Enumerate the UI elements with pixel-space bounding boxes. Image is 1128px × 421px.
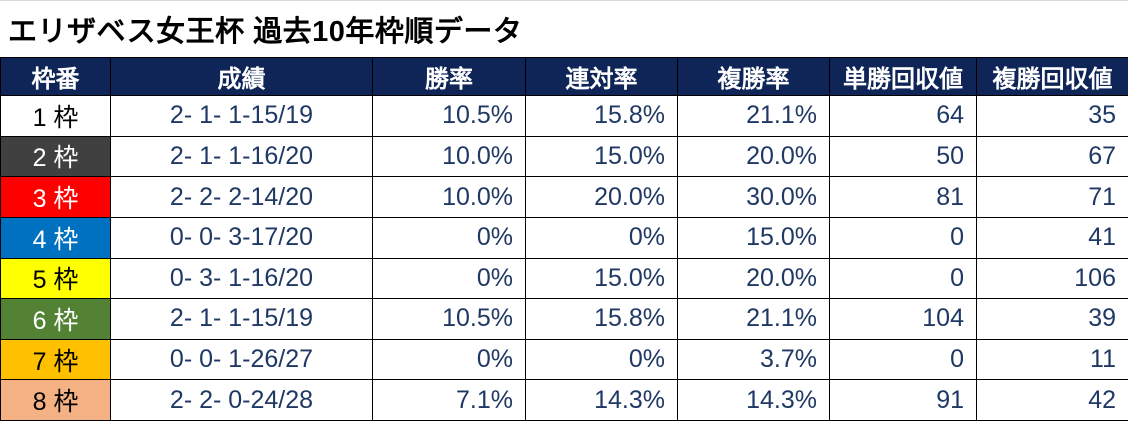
win-payout-cell: 0 (829, 338, 977, 381)
place3-rate-cell: 15.0% (677, 216, 830, 259)
record-cell: 2- 1- 1-16/20 (110, 135, 373, 178)
waku-cell: 8 枠 (0, 379, 111, 421)
win-rate-cell: 10.0% (372, 135, 526, 178)
waku-cell: 2 枠 (0, 135, 111, 178)
record-cell: 2- 1- 1-15/19 (110, 298, 373, 340)
record-cell: 2- 1- 1-15/19 (110, 95, 373, 137)
place-payout-cell: 35 (976, 95, 1128, 137)
record-cell: 2- 2- 0-24/28 (110, 379, 373, 421)
place2-rate-cell: 20.0% (525, 176, 678, 218)
table-row: 2 枠 2- 1- 1-16/20 10.0% 15.0% 20.0% 50 67 (0, 135, 1128, 178)
column-header-win-rate: 勝率 (372, 57, 526, 96)
place3-rate-cell: 21.1% (677, 95, 830, 137)
page-title: エリザベス女王杯 過去10年枠順データ (8, 16, 523, 48)
place-payout-cell: 71 (976, 176, 1128, 218)
win-payout-cell: 0 (829, 216, 977, 259)
win-rate-cell: 0% (372, 216, 526, 259)
record-cell: 2- 2- 2-14/20 (110, 176, 373, 218)
place2-rate-cell: 15.8% (525, 298, 678, 340)
waku-cell: 5 枠 (0, 257, 111, 300)
win-rate-cell: 10.0% (372, 176, 526, 218)
waku-cell: 4 枠 (0, 216, 111, 259)
place2-rate-cell: 0% (525, 338, 678, 381)
table-row: 8 枠 2- 2- 0-24/28 7.1% 14.3% 14.3% 91 42 (0, 379, 1128, 421)
win-payout-cell: 50 (829, 135, 977, 178)
table-row: 6 枠 2- 1- 1-15/19 10.5% 15.8% 21.1% 104 39 (0, 298, 1128, 340)
place3-rate-cell: 30.0% (677, 176, 830, 218)
place-payout-cell: 41 (976, 216, 1128, 259)
place3-rate-cell: 20.0% (677, 257, 830, 300)
place3-rate-cell: 14.3% (677, 379, 830, 421)
place3-rate-cell: 21.1% (677, 298, 830, 340)
win-payout-cell: 104 (829, 298, 977, 340)
win-payout-cell: 91 (829, 379, 977, 421)
win-payout-cell: 81 (829, 176, 977, 218)
win-rate-cell: 0% (372, 257, 526, 300)
win-payout-cell: 64 (829, 95, 977, 137)
place-payout-cell: 11 (976, 338, 1128, 381)
table-row: 3 枠 2- 2- 2-14/20 10.0% 20.0% 30.0% 81 71 (0, 176, 1128, 218)
table-row: 4 枠 0- 0- 3-17/20 0% 0% 15.0% 0 41 (0, 216, 1128, 259)
place-payout-cell: 67 (976, 135, 1128, 178)
place-payout-cell: 106 (976, 257, 1128, 300)
table-body: 1 枠 2- 1- 1-15/19 10.5% 15.8% 21.1% 64 35 2 枠 2-… (0, 95, 1128, 421)
table-row: 7 枠 0- 0- 1-26/27 0% 0% 3.7% 0 11 (0, 338, 1128, 381)
place2-rate-cell: 15.0% (525, 257, 678, 300)
place-payout-cell: 39 (976, 298, 1128, 340)
table-row: 1 枠 2- 1- 1-15/19 10.5% 15.8% 21.1% 64 35 (0, 95, 1128, 137)
waku-cell: 3 枠 (0, 176, 111, 218)
title-bar: エリザベス女王杯 過去10年枠順データ (0, 1, 1128, 57)
place2-rate-cell: 15.8% (525, 95, 678, 137)
win-rate-cell: 0% (372, 338, 526, 381)
column-header-place3-rate: 複勝率 (677, 57, 830, 96)
table-header: 枠番 成績 勝率 連対率 複勝率 単勝回収値 複勝回収値 (0, 57, 1128, 96)
place3-rate-cell: 3.7% (677, 338, 830, 381)
record-cell: 0- 3- 1-16/20 (110, 257, 373, 300)
column-header-win-payout: 単勝回収値 (829, 57, 977, 96)
waku-cell: 6 枠 (0, 298, 111, 340)
column-header-waku: 枠番 (0, 57, 111, 96)
place-payout-cell: 42 (976, 379, 1128, 421)
column-header-record: 成績 (110, 57, 373, 96)
table-row: 5 枠 0- 3- 1-16/20 0% 15.0% 20.0% 0 106 (0, 257, 1128, 300)
header-row: 枠番 成績 勝率 連対率 複勝率 単勝回収値 複勝回収値 (0, 57, 1128, 96)
place2-rate-cell: 14.3% (525, 379, 678, 421)
record-cell: 0- 0- 3-17/20 (110, 216, 373, 259)
waku-data-table: 枠番 成績 勝率 連対率 複勝率 単勝回収値 複勝回収値 1 枠 2- 1- 1-15/19 1… (0, 57, 1128, 421)
place2-rate-cell: 0% (525, 216, 678, 259)
waku-cell: 7 枠 (0, 338, 111, 381)
column-header-place2-rate: 連対率 (525, 57, 678, 96)
place2-rate-cell: 15.0% (525, 135, 678, 178)
win-rate-cell: 10.5% (372, 95, 526, 137)
win-rate-cell: 10.5% (372, 298, 526, 340)
waku-cell: 1 枠 (0, 95, 111, 137)
record-cell: 0- 0- 1-26/27 (110, 338, 373, 381)
place3-rate-cell: 20.0% (677, 135, 830, 178)
win-rate-cell: 7.1% (372, 379, 526, 421)
column-header-place-payout: 複勝回収値 (976, 57, 1128, 96)
win-payout-cell: 0 (829, 257, 977, 300)
